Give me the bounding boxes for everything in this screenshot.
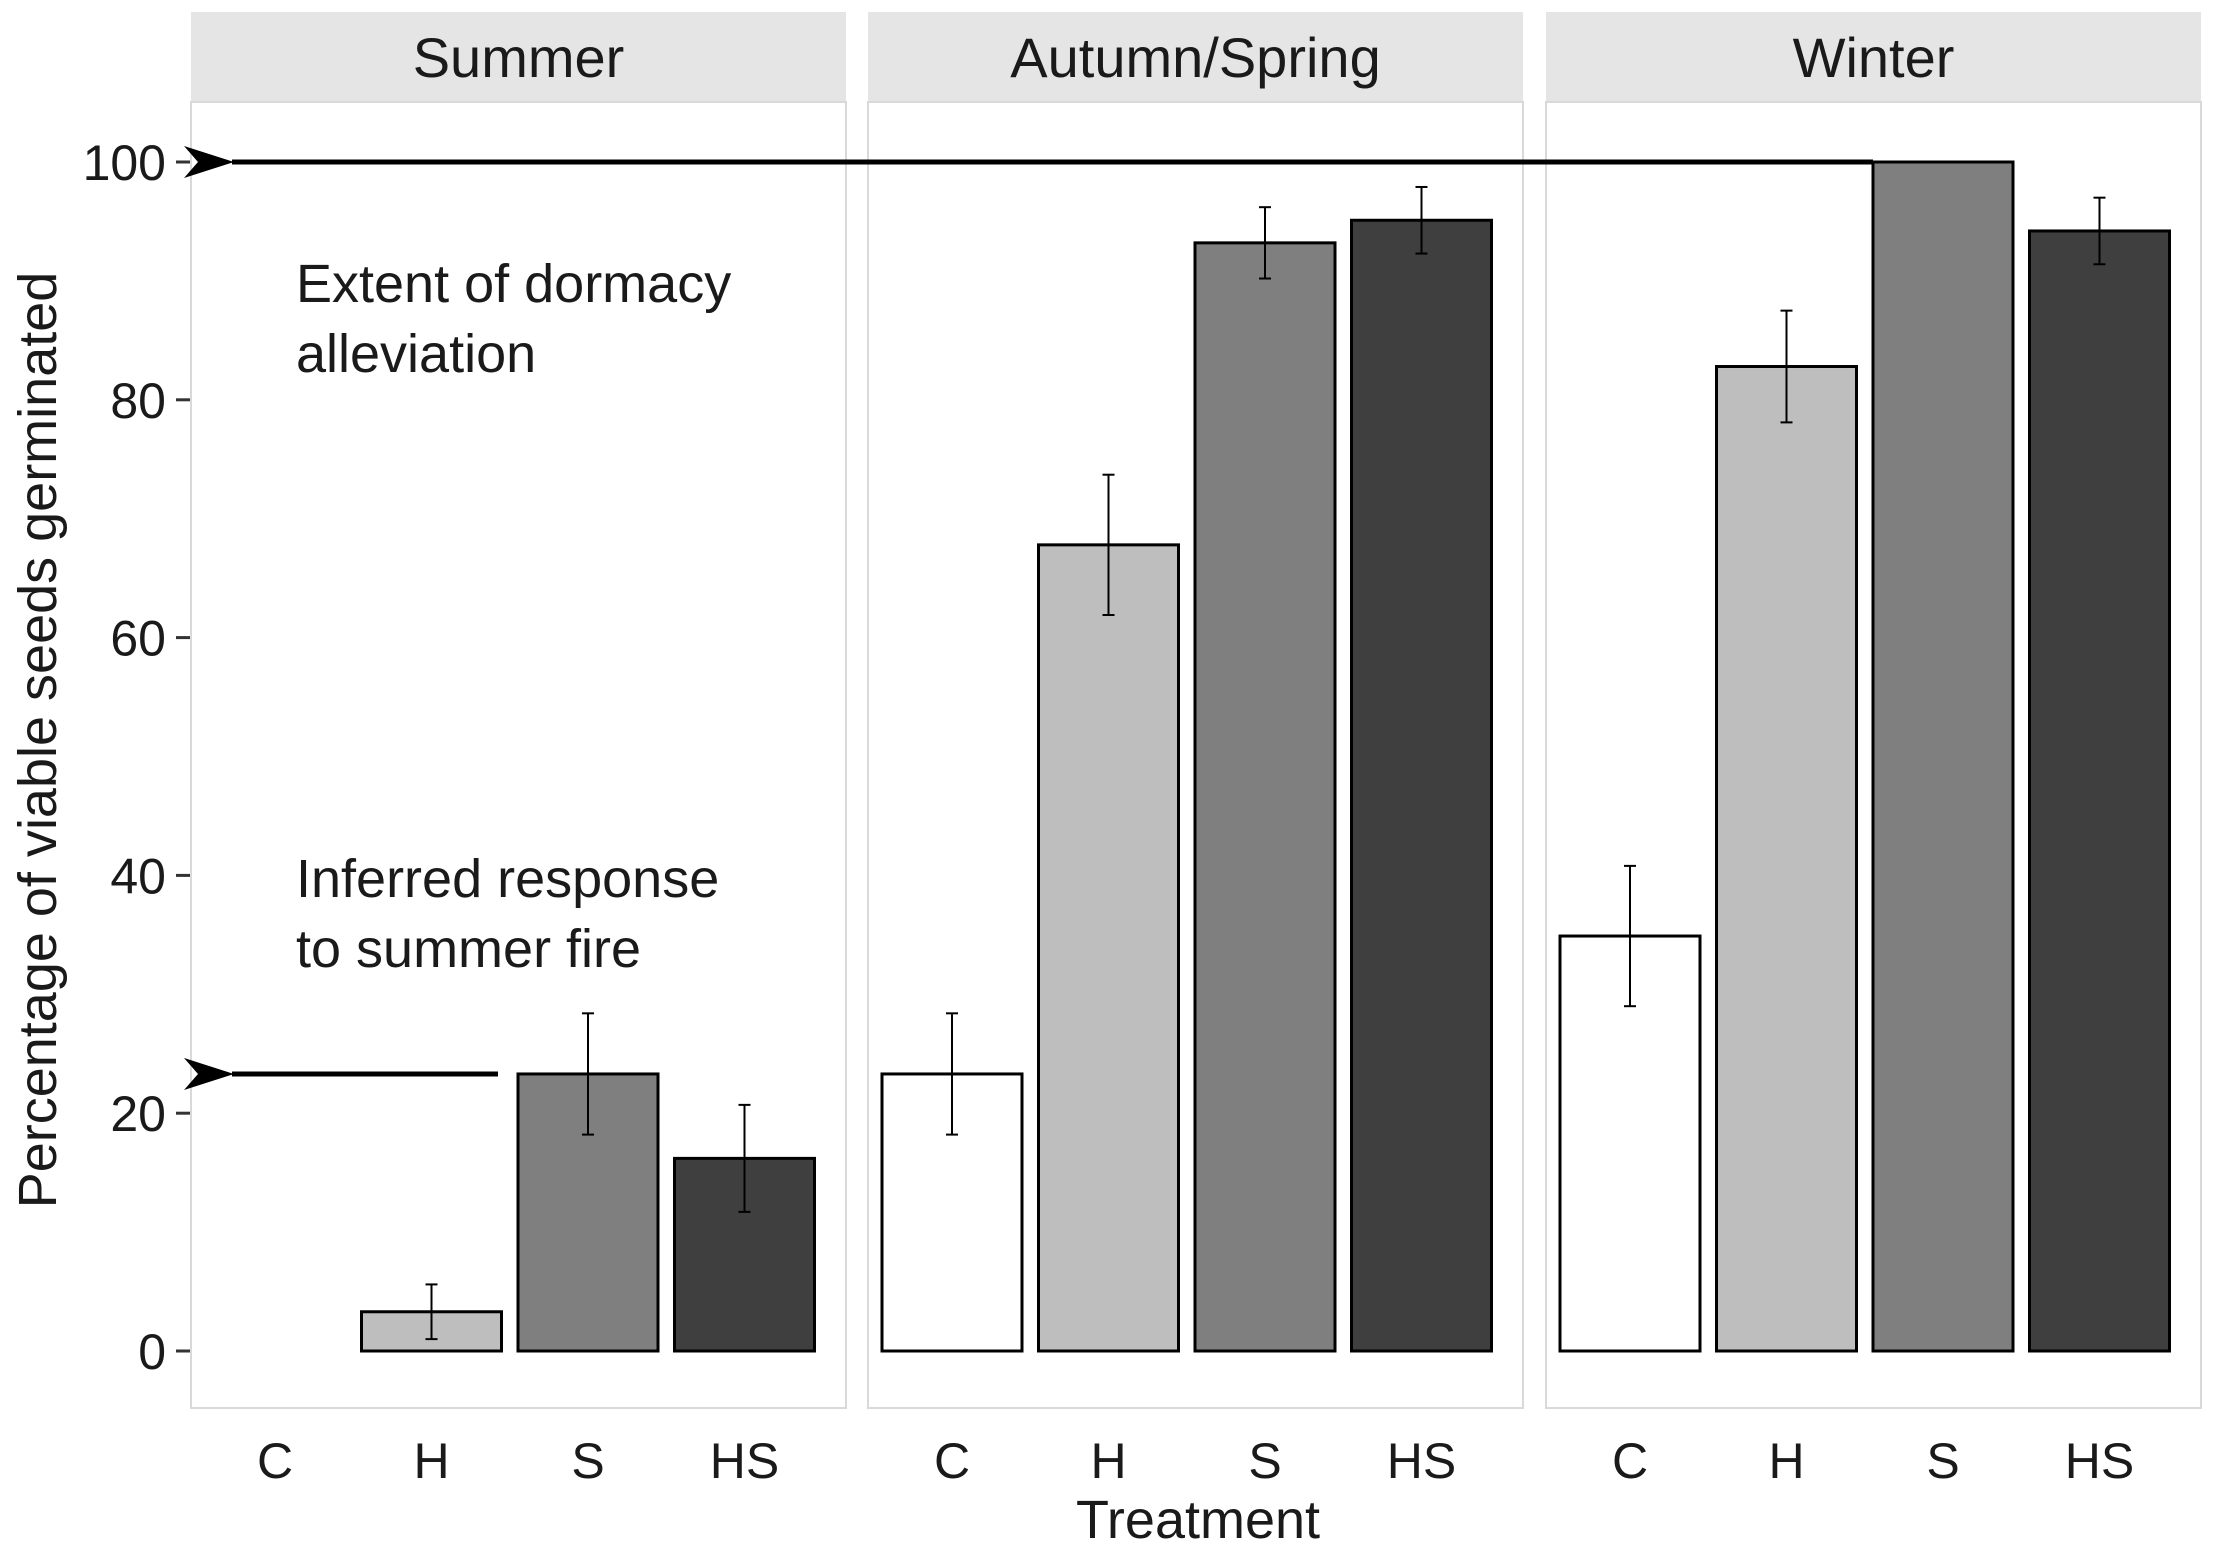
x-tick-label: C bbox=[1612, 1433, 1648, 1489]
x-tick-label: HS bbox=[710, 1433, 779, 1489]
error-bar-c bbox=[1624, 864, 1636, 1008]
error-bar-c bbox=[946, 1012, 958, 1136]
bar-hs bbox=[2028, 229, 2171, 1353]
error-bar-h bbox=[425, 1283, 438, 1341]
bar-hs bbox=[1350, 218, 1493, 1353]
x-tick-label: C bbox=[934, 1433, 970, 1489]
error-bar-s bbox=[1259, 206, 1271, 280]
panel-strip bbox=[1546, 12, 2201, 102]
x-tick-label: H bbox=[1090, 1433, 1126, 1489]
panel-strip-label: Summer bbox=[413, 26, 625, 89]
x-tick-label: H bbox=[413, 1433, 449, 1489]
error-bar-h bbox=[1780, 309, 1793, 424]
y-tick-label: 40 bbox=[110, 848, 166, 904]
x-tick-label: H bbox=[1768, 1433, 1804, 1489]
panel-strip bbox=[868, 12, 1523, 102]
bar-s bbox=[1871, 160, 2015, 1353]
x-tick-label: S bbox=[571, 1433, 604, 1489]
error-bar-hs bbox=[2093, 196, 2106, 266]
error-bar-h bbox=[1102, 473, 1115, 617]
y-axis-title: Percentage of viable seeds germinated bbox=[8, 272, 68, 1209]
bar-h bbox=[1715, 365, 1858, 1353]
annotation-1: Extent of dormacy alleviation bbox=[184, 146, 1873, 384]
x-tick-label: S bbox=[1926, 1433, 1959, 1489]
x-tick-label: S bbox=[1248, 1433, 1281, 1489]
bar-s bbox=[1193, 241, 1337, 1353]
panel-strip-label: Autumn/Spring bbox=[1010, 26, 1380, 89]
bar-h bbox=[1037, 543, 1180, 1353]
panel-border bbox=[190, 101, 847, 1409]
panel-border bbox=[867, 101, 1524, 1409]
x-tick-label: C bbox=[257, 1433, 293, 1489]
y-tick-label: 80 bbox=[110, 373, 166, 429]
x-tick-label: HS bbox=[2065, 1433, 2134, 1489]
y-tick-label: 100 bbox=[83, 135, 166, 191]
y-tick-label: 0 bbox=[138, 1324, 166, 1380]
annotation-text-line: Inferred response bbox=[296, 849, 719, 909]
annotation-text-line: Extent of dormacy bbox=[296, 254, 731, 314]
y-tick-label: 20 bbox=[110, 1086, 166, 1142]
panel-border bbox=[1545, 101, 2202, 1409]
panel-strip-label: Winter bbox=[1793, 26, 1955, 89]
y-tick-label: 60 bbox=[110, 611, 166, 667]
error-bar-hs bbox=[738, 1103, 751, 1213]
annotation-text-line: alleviation bbox=[296, 324, 536, 384]
y-axis: 0 20 40 60 80 100 bbox=[83, 135, 190, 1380]
annotation-text-line: to summer fire bbox=[296, 919, 641, 979]
annotation-2: Inferred response to summer fire bbox=[184, 849, 719, 1090]
x-axis-title: Treatment bbox=[1076, 1490, 1320, 1550]
x-tick-label: HS bbox=[1387, 1433, 1456, 1489]
panel-strip bbox=[191, 12, 846, 102]
error-bar-hs bbox=[1415, 185, 1428, 255]
error-bar-s bbox=[582, 1012, 594, 1136]
annotations-layer: Extent of dormacy alleviation Inferred res… bbox=[184, 146, 1873, 1090]
